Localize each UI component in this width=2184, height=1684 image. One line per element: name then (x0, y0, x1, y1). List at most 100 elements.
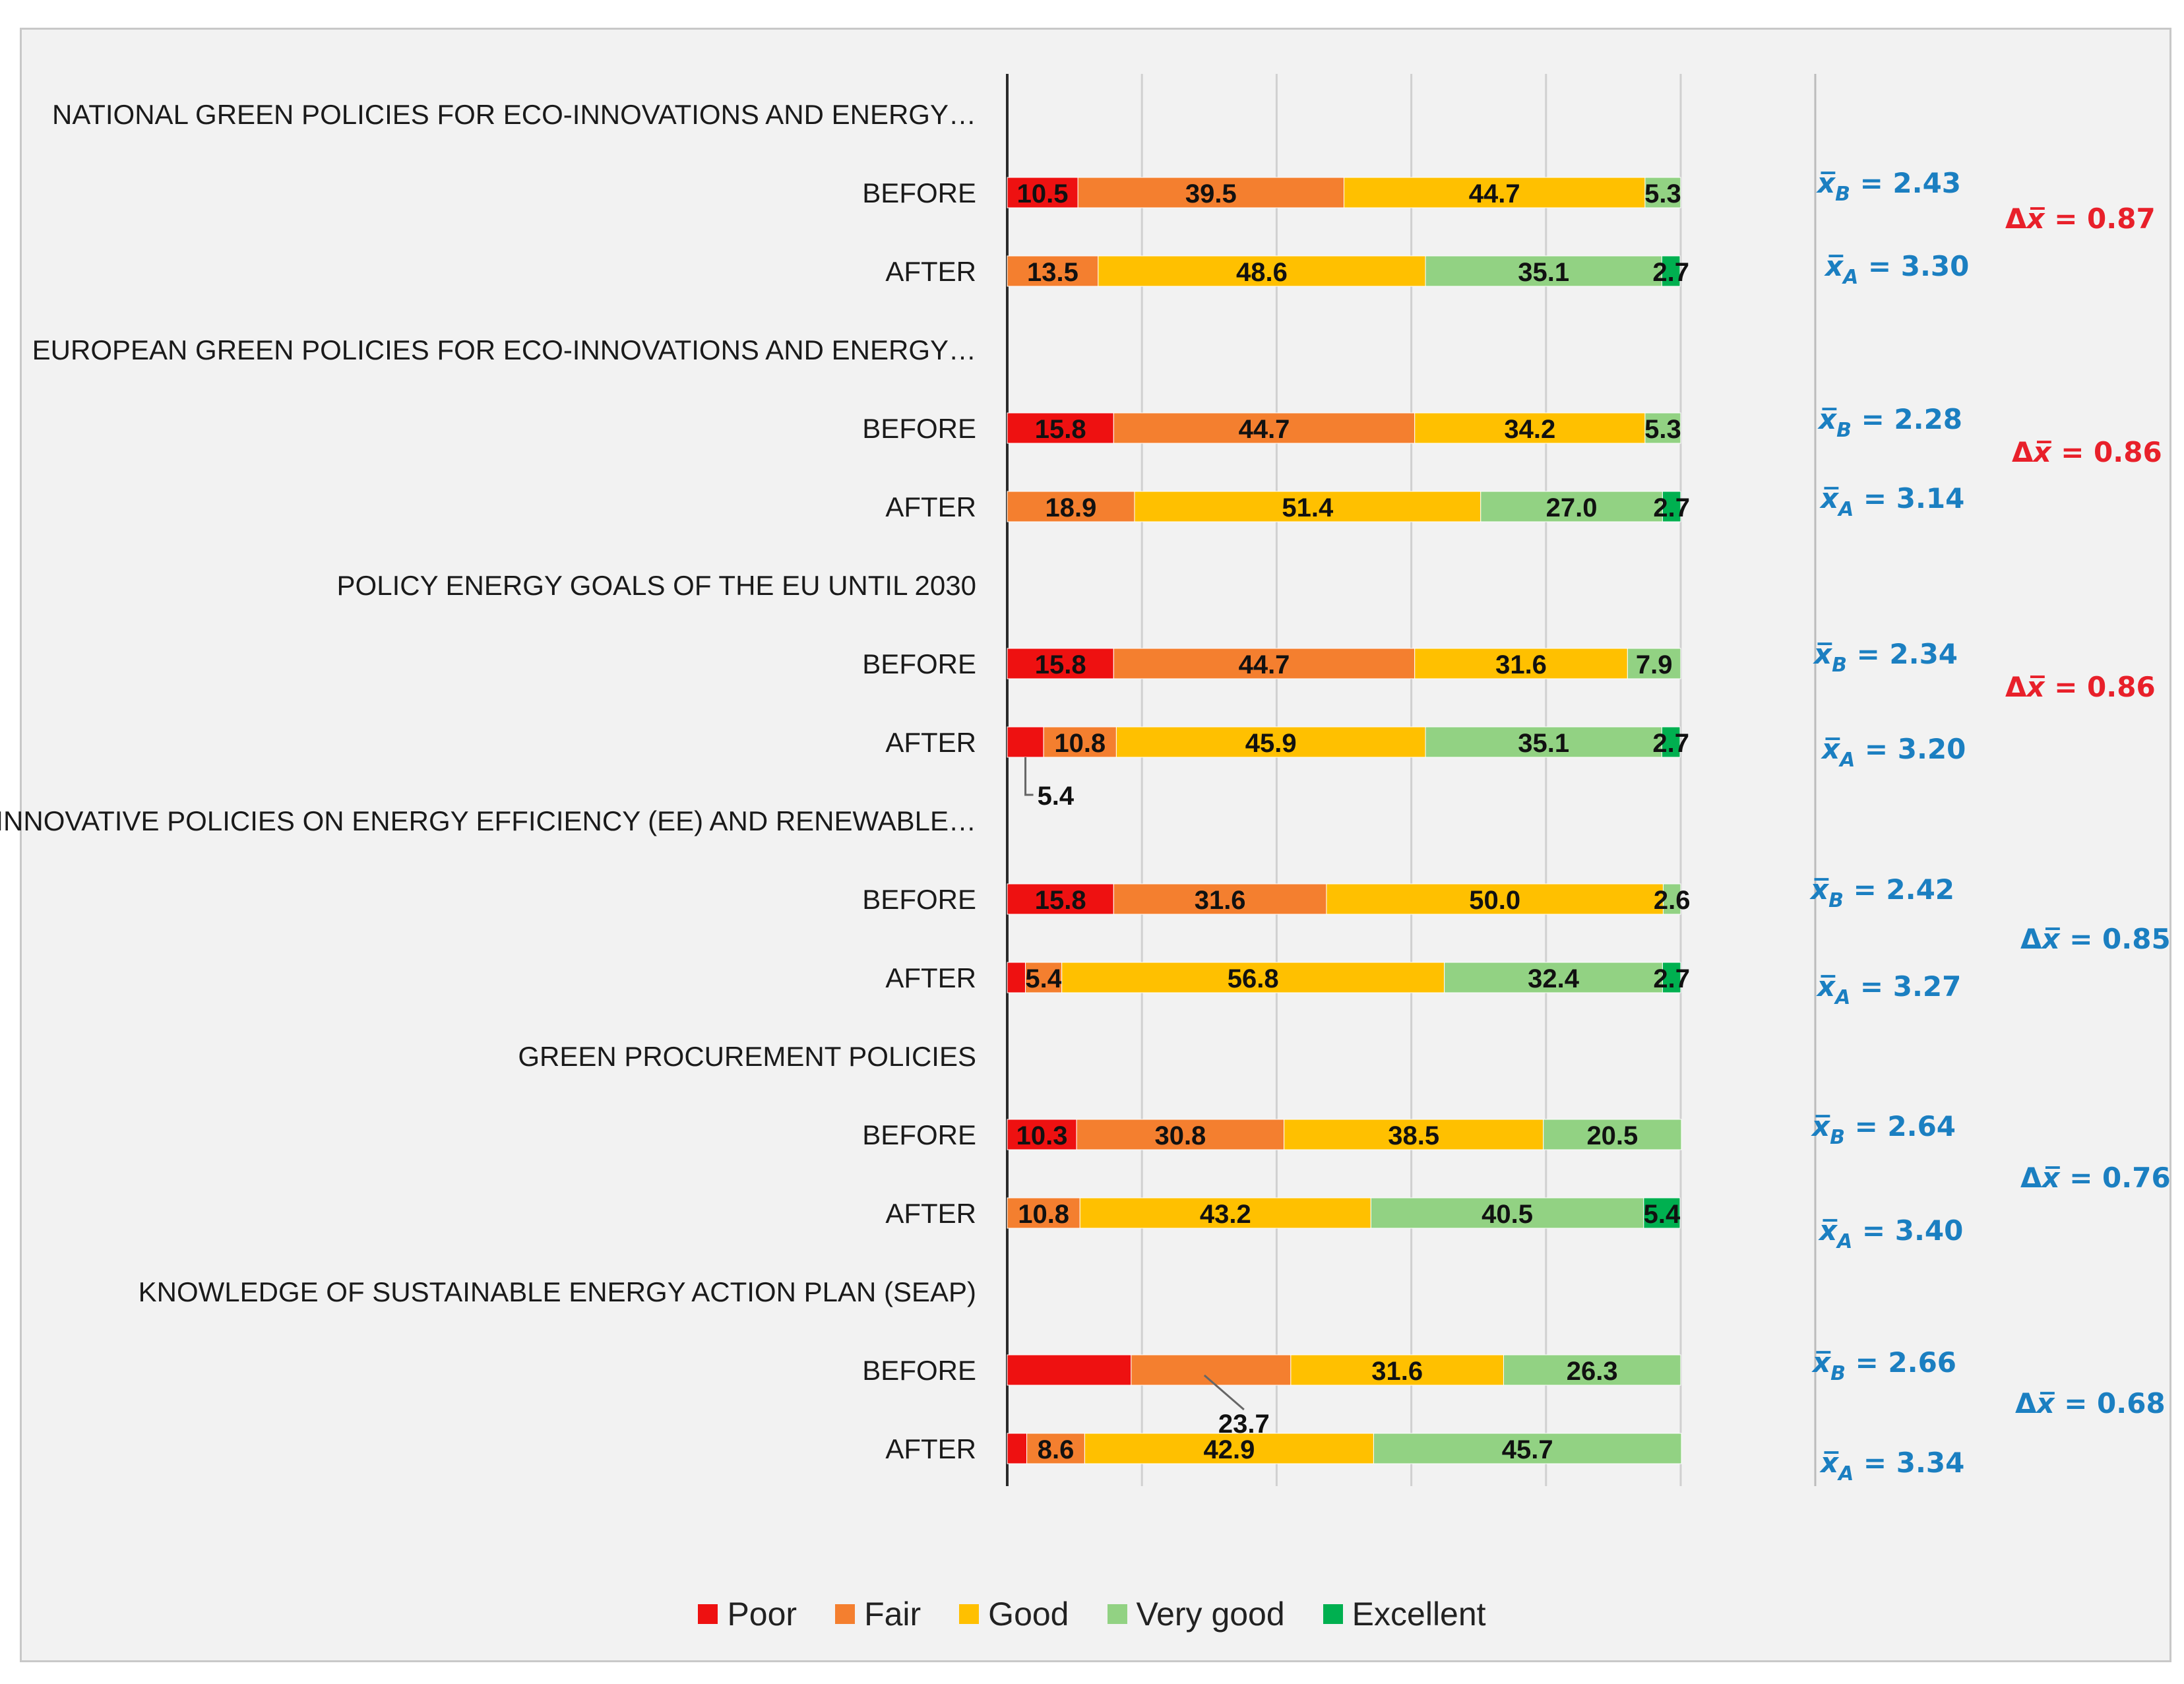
after-bar-3-excellent (1662, 962, 1681, 993)
callout-leader-after-2 (1024, 757, 1034, 796)
mean-before-5: x̅B = 2.66 (1811, 1346, 1956, 1385)
category-title-5: KNOWLEDGE OF SUSTAINABLE ENERGY ACTION P… (139, 1276, 976, 1307)
before-bar-0-very-good (1644, 177, 1681, 208)
after-row-label-0: AFTER (885, 256, 976, 287)
before-row-label-4: BEFORE (862, 1119, 976, 1150)
legend-swatch-poor (698, 1604, 718, 1624)
after-bar-4-excellent (1643, 1197, 1681, 1229)
mean-after-0: x̅A = 3.30 (1824, 250, 1969, 289)
before-value-label-1-2: 34.2 (1504, 415, 1555, 444)
after-bar-2-fair (1043, 726, 1117, 758)
before-value-label-3-0: 15.8 (1035, 886, 1086, 915)
legend-swatch-good (959, 1604, 980, 1624)
legend-item-good: Good (959, 1595, 1069, 1633)
mean-delta-4: Δx̅ = 0.76 (2020, 1162, 2171, 1194)
mean-before-3: x̅B = 2.42 (1809, 873, 1954, 912)
category-title-3: INNOVATIVE POLICIES ON ENERGY EFFICIENCY… (0, 805, 976, 836)
after-row-label-1: AFTER (885, 491, 976, 522)
before-row-label-1: BEFORE (862, 413, 976, 444)
legend-label-excellent: Excellent (1352, 1596, 1486, 1633)
after-bar-0-fair (1007, 255, 1099, 287)
before-bar-2-fair (1113, 648, 1416, 679)
after-row-label-4: AFTER (885, 1198, 976, 1229)
legend-swatch-excellent (1323, 1604, 1343, 1624)
before-value-label-3-3: 2.6 (1654, 886, 1691, 915)
after-value-label-0-2: 48.6 (1236, 258, 1288, 287)
after-bar-3-good (1061, 962, 1445, 993)
legend-label-poor: Poor (727, 1596, 797, 1633)
before-bar-0-fair (1077, 177, 1344, 208)
before-bar-4-very-good (1543, 1119, 1682, 1150)
chart-panel (20, 28, 2171, 1662)
after-bar-2-excellent (1661, 726, 1681, 758)
after-value-label-1-3: 27.0 (1546, 493, 1598, 522)
legend-swatch-fair (835, 1604, 856, 1624)
before-bar-2-good (1414, 648, 1628, 679)
after-value-label-3-2: 56.8 (1228, 964, 1279, 993)
after-value-label-4-1: 10.8 (1018, 1200, 1069, 1229)
after-bar-2-very-good (1425, 726, 1662, 758)
after-value-label-5-2: 42.9 (1203, 1435, 1255, 1464)
after-bar-1-fair (1007, 491, 1135, 522)
after-bar-3-fair (1025, 962, 1063, 993)
after-value-label-4-3: 40.5 (1482, 1200, 1533, 1229)
mean-delta-1: Δx̅ = 0.86 (2012, 436, 2162, 468)
before-bar-3-poor (1007, 883, 1114, 915)
before-bar-3-good (1326, 883, 1664, 915)
mean-before-1: x̅B = 2.28 (1817, 403, 1962, 442)
mean-delta-5: Δx̅ = 0.68 (2015, 1387, 2166, 1419)
after-value-label-2-4: 2.7 (1652, 729, 1689, 758)
after-value-label-0-4: 2.7 (1652, 258, 1689, 287)
legend-item-very-good: Very good (1107, 1595, 1285, 1633)
before-value-label-0-1: 39.5 (1185, 179, 1237, 208)
mean-after-1: x̅A = 3.14 (1819, 482, 1964, 521)
after-bar-1-very-good (1480, 491, 1663, 522)
after-bar-0-excellent (1661, 255, 1681, 287)
after-bar-2-good (1115, 726, 1426, 758)
mean-delta-2: Δx̅ = 0.86 (2005, 671, 2156, 703)
after-row-label-3: AFTER (885, 962, 976, 993)
after-bar-5-poor (1007, 1433, 1028, 1464)
before-value-label-1-1: 44.7 (1239, 415, 1290, 444)
after-value-label-2-1: 10.8 (1054, 729, 1106, 758)
after-value-label-2-2: 45.9 (1245, 729, 1297, 758)
after-bar-5-very-good (1373, 1433, 1682, 1464)
before-bar-4-fair (1076, 1119, 1285, 1150)
legend-swatch-very-good (1107, 1604, 1127, 1624)
before-row-label-2: BEFORE (862, 648, 976, 679)
before-value-label-1-0: 15.8 (1035, 415, 1086, 444)
before-bar-3-very-good (1662, 883, 1681, 915)
callout-label-after-2: 5.4 (1038, 782, 1075, 811)
legend-item-fair: Fair (835, 1595, 921, 1633)
after-value-label-5-3: 45.7 (1502, 1435, 1553, 1464)
legend-label-very-good: Very good (1136, 1596, 1285, 1633)
category-title-4: GREEN PROCUREMENT POLICIES (518, 1041, 976, 1072)
mean-before-4: x̅B = 2.64 (1811, 1110, 1956, 1149)
after-value-label-3-4: 2.7 (1653, 964, 1690, 993)
before-value-label-3-2: 50.0 (1469, 886, 1520, 915)
before-value-label-4-3: 20.5 (1586, 1121, 1638, 1150)
before-value-label-5-2: 31.6 (1371, 1357, 1423, 1386)
after-value-label-1-4: 2.7 (1653, 493, 1690, 522)
before-value-label-5-3: 26.3 (1567, 1357, 1618, 1386)
before-value-label-1-3: 5.3 (1644, 415, 1681, 444)
after-value-label-4-2: 43.2 (1200, 1200, 1251, 1229)
before-value-label-4-2: 38.5 (1388, 1121, 1439, 1150)
after-value-label-3-3: 32.4 (1528, 964, 1580, 993)
before-bar-5-poor (1007, 1354, 1132, 1386)
before-bar-1-very-good (1644, 412, 1681, 444)
after-bar-1-excellent (1662, 491, 1681, 522)
before-value-label-0-3: 5.3 (1644, 179, 1681, 208)
before-value-label-0-0: 10.5 (1017, 179, 1069, 208)
after-value-label-0-1: 13.5 (1027, 258, 1078, 287)
after-bar-5-fair (1026, 1433, 1085, 1464)
after-bar-3-poor (1007, 962, 1026, 993)
after-row-label-2: AFTER (885, 727, 976, 758)
before-bar-1-good (1414, 412, 1646, 444)
before-value-label-4-1: 30.8 (1154, 1121, 1206, 1150)
before-bar-0-good (1344, 177, 1646, 208)
after-value-label-5-1: 8.6 (1038, 1435, 1075, 1464)
before-value-label-3-1: 31.6 (1195, 886, 1246, 915)
legend-item-excellent: Excellent (1323, 1595, 1486, 1633)
